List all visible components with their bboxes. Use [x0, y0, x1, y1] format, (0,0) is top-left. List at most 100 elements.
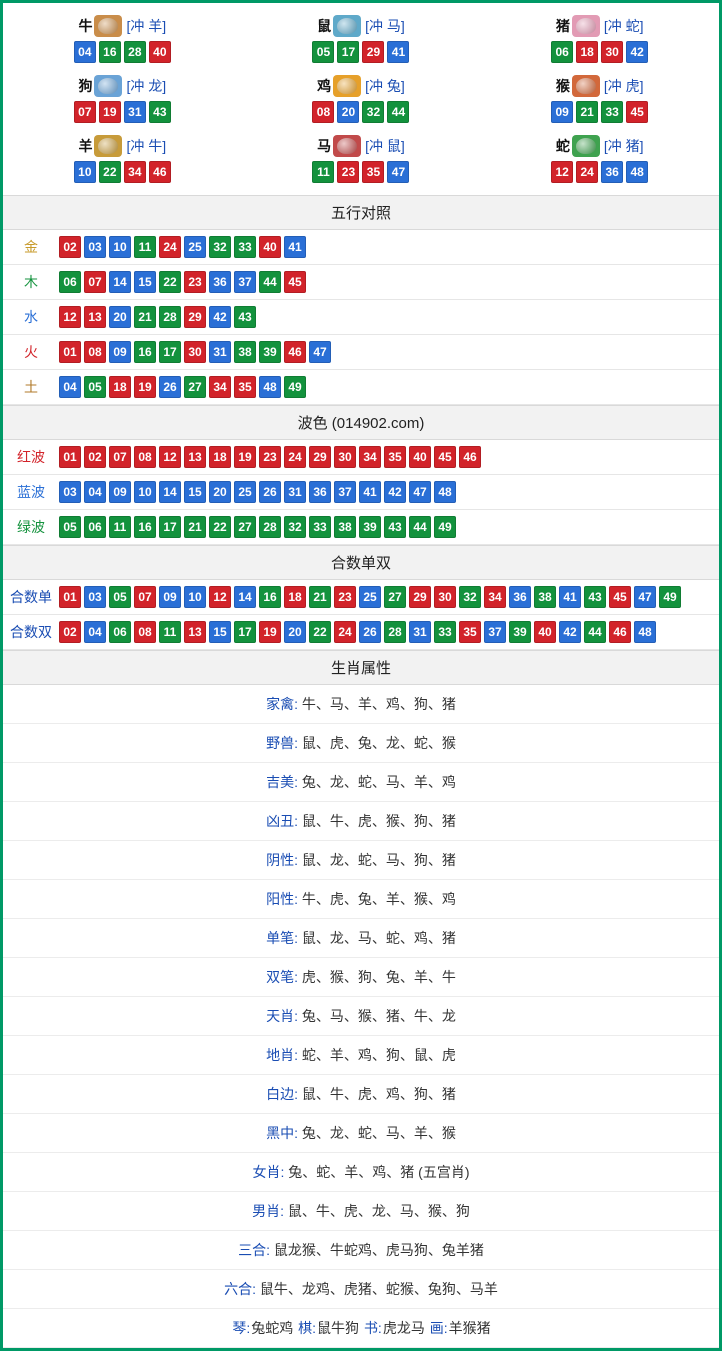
number-ball: 26 [159, 376, 181, 398]
wave-table: 红波0102070812131819232429303435404546蓝波03… [3, 440, 719, 545]
row-label: 金 [3, 237, 59, 257]
row-balls: 0108091617303138394647 [59, 341, 331, 363]
number-ball: 06 [109, 621, 131, 643]
number-ball: 44 [584, 621, 606, 643]
zodiac-name: 蛇 [556, 136, 570, 156]
number-ball: 15 [134, 271, 156, 293]
zodiac-name: 狗 [78, 76, 92, 96]
number-ball: 10 [134, 481, 156, 503]
zodiac-clash: [冲 马] [365, 16, 405, 36]
zodiac-head: 羊[冲 牛] [78, 135, 166, 157]
number-ball: 46 [284, 341, 306, 363]
zodiac-nums: 04162840 [74, 41, 171, 63]
number-ball: 49 [284, 376, 306, 398]
number-ball: 09 [109, 341, 131, 363]
number-ball: 40 [259, 236, 281, 258]
label-row: 火0108091617303138394647 [3, 335, 719, 370]
number-ball: 08 [84, 341, 106, 363]
number-ball: 43 [384, 516, 406, 538]
label-row: 合数单0103050709101214161821232527293032343… [3, 580, 719, 615]
zodiac-nums: 07193143 [74, 101, 171, 123]
attr-key: 女肖: [253, 1164, 289, 1180]
wuxing-table: 金02031011242532334041木060714152223363744… [3, 230, 719, 405]
number-ball: 17 [159, 516, 181, 538]
zodiac-animal-icon [333, 135, 361, 157]
number-ball: 42 [559, 621, 581, 643]
number-ball: 41 [284, 236, 306, 258]
number-ball: 21 [184, 516, 206, 538]
main-container: 牛[冲 羊]04162840鼠[冲 马]05172941猪[冲 蛇]061830… [0, 0, 722, 1351]
number-ball: 41 [387, 41, 409, 63]
number-ball: 27 [234, 516, 256, 538]
number-ball: 36 [209, 271, 231, 293]
number-ball: 47 [409, 481, 431, 503]
zodiac-animal-icon [572, 15, 600, 37]
number-ball: 20 [284, 621, 306, 643]
row-balls: 0103050709101214161821232527293032343638… [59, 586, 681, 608]
number-ball: 36 [309, 481, 331, 503]
number-ball: 31 [209, 341, 231, 363]
number-ball: 46 [149, 161, 171, 183]
number-ball: 44 [409, 516, 431, 538]
number-ball: 35 [362, 161, 384, 183]
attr-row: 黑中: 兔、龙、蛇、马、羊、猴 [3, 1114, 719, 1153]
number-ball: 38 [534, 586, 556, 608]
number-ball: 02 [59, 621, 81, 643]
number-ball: 03 [84, 586, 106, 608]
number-ball: 40 [534, 621, 556, 643]
number-ball: 31 [409, 621, 431, 643]
number-ball: 09 [109, 481, 131, 503]
number-ball: 06 [551, 41, 573, 63]
zodiac-cell: 鸡[冲 兔]08203244 [242, 69, 481, 129]
number-ball: 13 [184, 621, 206, 643]
zodiac-head: 牛[冲 羊] [78, 15, 166, 37]
number-ball: 30 [601, 41, 623, 63]
number-ball: 23 [337, 161, 359, 183]
number-ball: 19 [134, 376, 156, 398]
attr-key: 双笔: [266, 969, 302, 985]
number-ball: 47 [634, 586, 656, 608]
number-ball: 10 [109, 236, 131, 258]
number-ball: 29 [362, 41, 384, 63]
number-ball: 11 [109, 516, 131, 538]
zodiac-clash: [冲 兔] [365, 76, 405, 96]
attr-row: 三合: 鼠龙猴、牛蛇鸡、虎马狗、兔羊猪 [3, 1231, 719, 1270]
number-ball: 34 [209, 376, 231, 398]
heshu-header: 合数单双 [3, 545, 719, 580]
label-row: 绿波05061116172122272832333839434449 [3, 510, 719, 545]
number-ball: 48 [626, 161, 648, 183]
number-ball: 37 [334, 481, 356, 503]
zodiac-head: 马[冲 鼠] [317, 135, 405, 157]
wave-header: 波色 (014902.com) [3, 405, 719, 440]
number-ball: 27 [384, 586, 406, 608]
zodiac-nums: 05172941 [312, 41, 409, 63]
row-balls: 1213202128294243 [59, 306, 256, 328]
row-label: 木 [3, 272, 59, 292]
number-ball: 44 [259, 271, 281, 293]
row-label: 红波 [3, 447, 59, 467]
number-ball: 49 [659, 586, 681, 608]
number-ball: 14 [234, 586, 256, 608]
zodiac-name: 猴 [556, 76, 570, 96]
zodiac-head: 蛇[冲 猪] [556, 135, 644, 157]
zodiac-nums: 09213345 [551, 101, 648, 123]
number-ball: 26 [359, 621, 381, 643]
row-label: 火 [3, 342, 59, 362]
number-ball: 17 [234, 621, 256, 643]
number-ball: 24 [576, 161, 598, 183]
number-ball: 20 [109, 306, 131, 328]
number-ball: 29 [409, 586, 431, 608]
attr-key: 阳性: [266, 891, 302, 907]
number-ball: 21 [576, 101, 598, 123]
number-ball: 12 [209, 586, 231, 608]
attr-value: 兔、马、猴、猪、牛、龙 [302, 1008, 456, 1024]
number-ball: 25 [184, 236, 206, 258]
zodiac-animal-icon [572, 75, 600, 97]
label-row: 金02031011242532334041 [3, 230, 719, 265]
attr-key: 男肖: [252, 1203, 288, 1219]
zodiac-nums: 10223446 [74, 161, 171, 183]
attr-key: 天肖: [266, 1008, 302, 1024]
number-ball: 34 [484, 586, 506, 608]
row-label: 土 [3, 377, 59, 397]
attr-row: 阳性: 牛、虎、兔、羊、猴、鸡 [3, 880, 719, 919]
